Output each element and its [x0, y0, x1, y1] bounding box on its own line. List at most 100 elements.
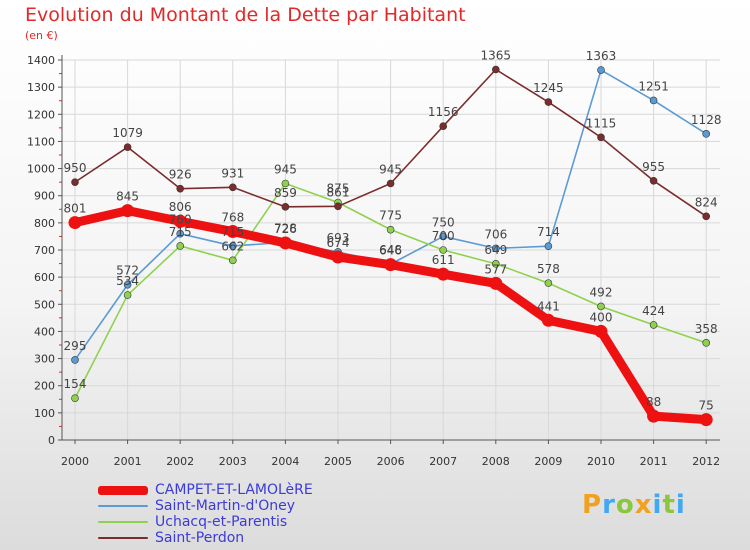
- data-label: 824: [695, 195, 718, 209]
- legend-swatch: [98, 485, 148, 495]
- data-point: [123, 291, 132, 299]
- y-tick-label: 1300: [27, 81, 55, 94]
- data-label: 492: [590, 285, 613, 299]
- data-point: [544, 279, 553, 287]
- data-point: [439, 246, 448, 254]
- data-point: [386, 225, 395, 234]
- y-tick-label: 200: [34, 380, 55, 393]
- data-label: 693: [327, 231, 350, 245]
- data-point: [226, 225, 240, 239]
- data-point: [71, 394, 79, 403]
- proxiti-logo: Proxiti: [582, 490, 686, 520]
- x-tick-label: 2008: [482, 455, 510, 468]
- data-point: [491, 260, 500, 268]
- data-label: 424: [642, 304, 665, 318]
- data-point: [594, 324, 608, 338]
- data-point: [331, 250, 345, 264]
- data-label: 845: [116, 190, 139, 204]
- data-label: 715: [169, 225, 192, 239]
- x-tick-label: 2006: [377, 455, 405, 468]
- data-label: 726: [274, 222, 297, 236]
- y-tick-label: 300: [34, 353, 55, 366]
- data-point: [702, 339, 711, 347]
- data-point: [229, 256, 237, 265]
- data-label: 859: [274, 186, 297, 200]
- data-point: [278, 236, 292, 250]
- data-label: 801: [64, 202, 87, 216]
- data-point: [176, 184, 184, 193]
- data-label: 88: [646, 395, 661, 409]
- data-point: [597, 133, 605, 142]
- data-label: 649: [484, 243, 507, 257]
- legend: CAMPET-ET-LAMOLèRE Saint-Martin-d'Oney Uch…: [98, 482, 313, 546]
- legend-swatch: [98, 537, 148, 539]
- data-point: [68, 216, 82, 230]
- y-tick-label: 800: [34, 217, 55, 230]
- logo-letter: t: [662, 490, 676, 520]
- data-point: [439, 232, 448, 241]
- logo-letter: r: [602, 490, 616, 520]
- data-point: [384, 258, 398, 272]
- data-label: 1079: [112, 126, 143, 140]
- data-point: [699, 413, 713, 427]
- legend-label: Saint-Perdon: [155, 530, 245, 546]
- data-label: 760: [169, 213, 192, 227]
- x-tick-label: 2010: [587, 455, 615, 468]
- data-label: 806: [169, 200, 192, 214]
- logo-letter: P: [582, 490, 603, 520]
- legend-swatch: [98, 521, 148, 523]
- x-tick-label: 2000: [61, 455, 89, 468]
- data-label: 768: [221, 211, 244, 225]
- y-tick-label: 1400: [27, 54, 55, 67]
- data-point: [281, 203, 290, 211]
- data-point: [597, 302, 605, 311]
- data-point: [489, 276, 503, 290]
- data-label: 611: [432, 253, 455, 267]
- data-label: 706: [484, 227, 507, 241]
- data-label: 861: [327, 185, 350, 199]
- plot-area: 0 100 200 300 400 500 600 700 800 900 1000 1100 1200…: [27, 49, 721, 469]
- data-point: [439, 122, 448, 131]
- data-label: 441: [537, 299, 560, 313]
- x-tick-label: 2001: [114, 455, 142, 468]
- x-tick-label: 2002: [166, 455, 194, 468]
- x-tick-label: 2007: [429, 455, 457, 468]
- data-point: [176, 229, 184, 238]
- data-point: [649, 321, 658, 329]
- y-tick-label: 500: [34, 298, 55, 311]
- data-point: [544, 98, 553, 106]
- data-label: 295: [64, 339, 87, 353]
- data-point: [436, 267, 450, 281]
- data-label: 577: [484, 262, 507, 276]
- data-point: [702, 130, 711, 138]
- data-point: [491, 65, 500, 74]
- x-tick-label: 2005: [324, 455, 352, 468]
- y-tick-label: 0: [48, 434, 55, 447]
- legend-swatch: [98, 505, 148, 507]
- logo-letter: i: [675, 490, 686, 520]
- data-label: 1251: [638, 79, 669, 93]
- y-tick-label: 1100: [27, 135, 55, 148]
- logo-letter: x: [634, 490, 653, 520]
- data-label: 945: [274, 163, 297, 177]
- data-point: [173, 214, 187, 228]
- x-tick-label: 2009: [534, 455, 562, 468]
- data-label: 75: [699, 399, 714, 413]
- data-label: 750: [432, 215, 455, 229]
- data-point: [334, 202, 342, 211]
- y-tick-label: 100: [34, 407, 55, 420]
- y-tick-label: 700: [34, 244, 55, 257]
- legend-label: CAMPET-ET-LAMOLèRE: [155, 482, 313, 498]
- data-point: [491, 244, 500, 253]
- data-point: [649, 96, 658, 105]
- x-tick-label: 2011: [640, 455, 668, 468]
- data-point: [71, 178, 79, 186]
- data-point: [281, 179, 290, 188]
- x-tick-label: 2004: [271, 455, 299, 468]
- data-point: [386, 179, 395, 188]
- data-point: [123, 143, 132, 151]
- data-point: [229, 242, 237, 250]
- data-label: 926: [169, 168, 192, 182]
- legend-label: Saint-Martin-d'Oney: [155, 498, 296, 514]
